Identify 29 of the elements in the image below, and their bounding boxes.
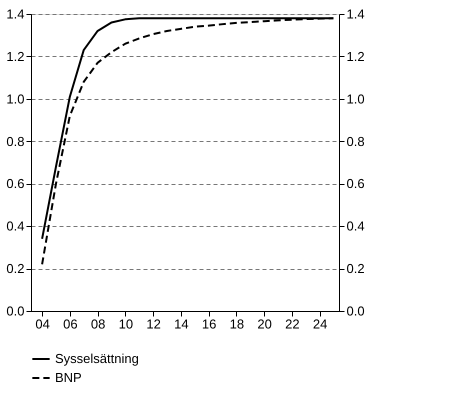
y2-tick-label: 0.0 — [346, 304, 365, 318]
y2-tick-label: 1.4 — [346, 6, 365, 22]
y2-tick-label: 0.2 — [346, 261, 365, 276]
x-tick-label: 22 — [285, 316, 300, 332]
y2-tick-label: 0.6 — [346, 176, 365, 192]
x-tick-label: 24 — [312, 316, 328, 332]
y-tick-label: 1.0 — [6, 91, 24, 106]
y2-tick-label: 0.8 — [346, 134, 365, 149]
x-tick-label: 12 — [146, 316, 161, 332]
y-tick-label: 0.0 — [6, 304, 24, 318]
y-tick-label: 0.6 — [6, 176, 24, 192]
y-tick-label: 1.2 — [6, 48, 24, 64]
x-tick-label: 10 — [118, 316, 134, 332]
x-tick-label: 14 — [174, 316, 189, 332]
x-tick-label: 16 — [202, 316, 216, 332]
x-tick-label: 06 — [63, 316, 78, 332]
y2-tick-label: 1.2 — [346, 48, 365, 64]
legend-label: Sysselsättning — [55, 351, 139, 366]
x-tick-label: 04 — [35, 316, 50, 332]
x-tick-label: 18 — [230, 316, 244, 332]
legend-label: BNP — [55, 370, 82, 385]
x-tick-label: 08 — [90, 316, 106, 332]
y-tick-label: 0.8 — [6, 134, 24, 149]
x-tick-label: 20 — [257, 316, 272, 332]
y-tick-label: 1.4 — [6, 6, 24, 22]
y-tick-label: 0.2 — [6, 261, 24, 276]
y2-tick-label: 0.4 — [346, 218, 365, 234]
y2-tick-label: 1.0 — [346, 91, 365, 106]
y-tick-label: 0.4 — [6, 218, 24, 234]
